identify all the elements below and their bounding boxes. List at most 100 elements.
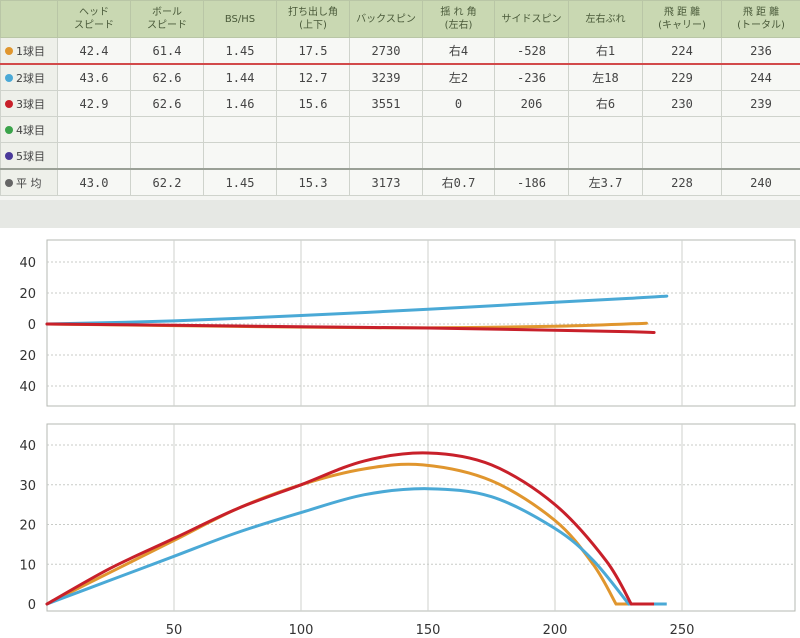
column-header: サイドスピン: [494, 0, 569, 38]
table-cell: 左2: [422, 63, 495, 91]
y-tick-label: 10: [19, 558, 36, 573]
table-cell: 右6: [568, 90, 643, 117]
table-cell: 左18: [568, 63, 643, 91]
table-row: 3球目 42.9 62.6 1.46 15.6 3551 0 206 右6 230 239: [0, 90, 800, 117]
table-cell: [494, 116, 569, 143]
row-label: 1球目: [0, 37, 58, 65]
table-cell: 1.44: [203, 63, 277, 91]
table-cell: [130, 142, 204, 170]
table-cell: [203, 116, 277, 143]
table-cell: 43.6: [57, 63, 131, 91]
row-label-text: 4球目: [16, 123, 45, 137]
table-cell: [276, 142, 350, 170]
table-cell: 244: [721, 63, 800, 91]
side-view-chart: 50 100 150 200 250 0 10 20 30 40: [19, 423, 796, 638]
table-cell: 1.45: [203, 168, 277, 196]
table-cell: 62.2: [130, 168, 204, 196]
shot-color-dot-icon: [5, 46, 13, 55]
table-cell: 3551: [349, 90, 423, 117]
top-view-chart: 40 20 0 20 40: [19, 239, 796, 407]
table-cell: [203, 142, 277, 170]
x-tick-label: 150: [416, 623, 441, 638]
table-cell: [642, 116, 722, 143]
section-divider: [0, 200, 800, 228]
table-cell: 62.6: [130, 63, 204, 91]
y-tick-label: 20: [19, 349, 36, 364]
table-cell: 206: [494, 90, 569, 117]
x-tick-label: 250: [670, 623, 695, 638]
side-view-series-line: [45, 451, 633, 606]
y-tick-label: 0: [28, 318, 36, 333]
y-tick-label: 40: [19, 439, 36, 454]
column-header: 左右ぶれ: [568, 0, 643, 38]
table-cell: 15.6: [276, 90, 350, 117]
column-header: [0, 0, 58, 38]
table-cell: [130, 116, 204, 143]
table-cell: [568, 116, 643, 143]
row-label: 5球目: [0, 142, 58, 170]
row-label-text: 1球目: [16, 44, 45, 58]
table-cell: 17.5: [276, 37, 350, 65]
shot-color-dot-icon: [5, 178, 13, 187]
top-view-series-line: [45, 294, 669, 326]
table-cell: 1.46: [203, 90, 277, 117]
column-header: 飛 距 離 (トータル): [721, 0, 800, 38]
table-cell: 右4: [422, 37, 495, 65]
column-header: 打ち出し角 (上下): [276, 0, 350, 38]
table-row: 4球目: [0, 116, 800, 143]
table-cell: [349, 142, 423, 170]
x-tick-label: 50: [166, 623, 183, 638]
table-cell: [422, 116, 495, 143]
table-cell: 236: [721, 37, 800, 65]
side-view-series-line: [45, 487, 631, 606]
top-view-series-line: [45, 322, 656, 334]
table-cell: 62.6: [130, 90, 204, 117]
x-tick-label: 100: [289, 623, 314, 638]
y-tick-label: 40: [19, 380, 36, 395]
table-cell: 右0.7: [422, 168, 495, 196]
table-cell: 61.4: [130, 37, 204, 65]
column-header: 揺 れ 角 (左右): [422, 0, 495, 38]
table-cell: -236: [494, 63, 569, 91]
shot-color-dot-icon: [5, 151, 13, 160]
table-cell: [494, 142, 569, 170]
table-cell: -528: [494, 37, 569, 65]
table-cell: 240: [721, 168, 800, 196]
table-cell: 228: [642, 168, 722, 196]
column-header: 飛 距 離 (キャリー): [642, 0, 722, 38]
table-row: 2球目 43.6 62.6 1.44 12.7 3239 左2 -236 左18 229 244: [0, 63, 800, 91]
table-cell: 右1: [568, 37, 643, 65]
y-tick-label: 20: [19, 519, 36, 534]
row-label-text: 3球目: [16, 97, 45, 111]
plot-frame: [46, 423, 796, 612]
side-view-series-line: [45, 462, 618, 606]
shot-data-table-panel: ヘッド スピード ボール スピード BS/HS 打ち出し角 (上下) バックスピン揺 れ…: [0, 0, 800, 200]
y-tick-label: 30: [19, 479, 36, 494]
row-label: 3球目: [0, 90, 58, 117]
table-cell: [57, 116, 131, 143]
table-cell: 43.0: [57, 168, 131, 196]
table-cell: 左3.7: [568, 168, 643, 196]
row-label-text: 2球目: [16, 71, 45, 85]
table-cell: 12.7: [276, 63, 350, 91]
table-cell: 42.9: [57, 90, 131, 117]
table-cell: -186: [494, 168, 569, 196]
table-cell: 42.4: [57, 37, 131, 65]
table-cell: [349, 116, 423, 143]
shot-data-table: ヘッド スピード ボール スピード BS/HS 打ち出し角 (上下) バックスピン揺 れ…: [0, 0, 800, 196]
table-cell: 3239: [349, 63, 423, 91]
table-cell: [721, 116, 800, 143]
table-cell: [721, 142, 800, 170]
table-row: 5球目: [0, 142, 800, 170]
y-tick-label: 20: [19, 287, 36, 302]
table-cell: [57, 142, 131, 170]
table-cell: 2730: [349, 37, 423, 65]
table-row: 平 均 43.0 62.2 1.45 15.3 3173 右0.7 -186 左3.7 228 24…: [0, 168, 800, 196]
column-header: バックスピン: [349, 0, 423, 38]
table-cell: 224: [642, 37, 722, 65]
table-cell: 3173: [349, 168, 423, 196]
column-header: BS/HS: [203, 0, 277, 38]
table-row: 1球目 42.4 61.4 1.45 17.5 2730 右4 -528 右1 224 236: [0, 37, 800, 65]
row-label: 2球目: [0, 63, 58, 91]
